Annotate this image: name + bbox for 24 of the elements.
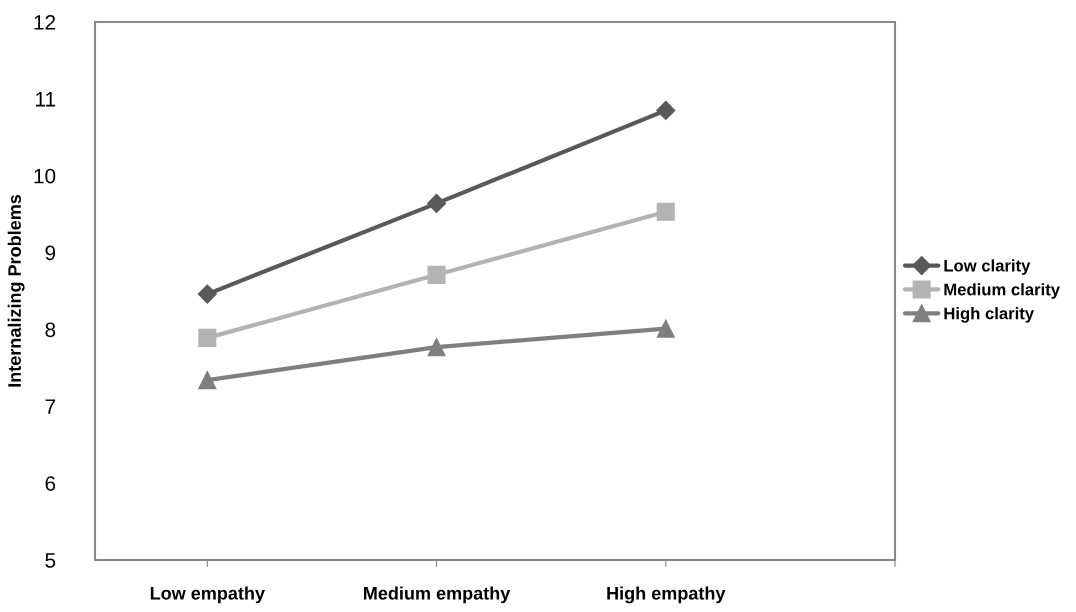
point	[197, 284, 217, 304]
point	[656, 202, 675, 221]
legend-label: Low clarity	[944, 259, 1031, 275]
point	[656, 100, 676, 120]
x-tick-label: Low empathy	[150, 586, 265, 604]
point	[427, 338, 446, 357]
y-tick-label: 7	[45, 399, 56, 414]
legend-label: Medium clarity	[944, 283, 1060, 299]
y-axis-title: Internalizing Problems	[7, 194, 25, 387]
x-tick-label: Medium empathy	[364, 586, 511, 604]
point	[427, 193, 447, 213]
point	[656, 319, 675, 338]
point	[427, 265, 446, 284]
y-tick-label: 5	[45, 553, 56, 568]
point	[198, 328, 217, 347]
y-tick-label: 8	[45, 322, 56, 338]
y-tick-label: 12	[34, 15, 56, 30]
point	[198, 371, 217, 390]
legend-label: High clarity	[944, 307, 1035, 323]
y-tick-label: 11	[36, 92, 56, 107]
y-tick-label: 10	[34, 168, 56, 184]
y-tick-label: 6	[45, 476, 56, 491]
x-tick-label: High empathy	[607, 586, 726, 604]
y-tick-label: 9	[45, 245, 56, 261]
